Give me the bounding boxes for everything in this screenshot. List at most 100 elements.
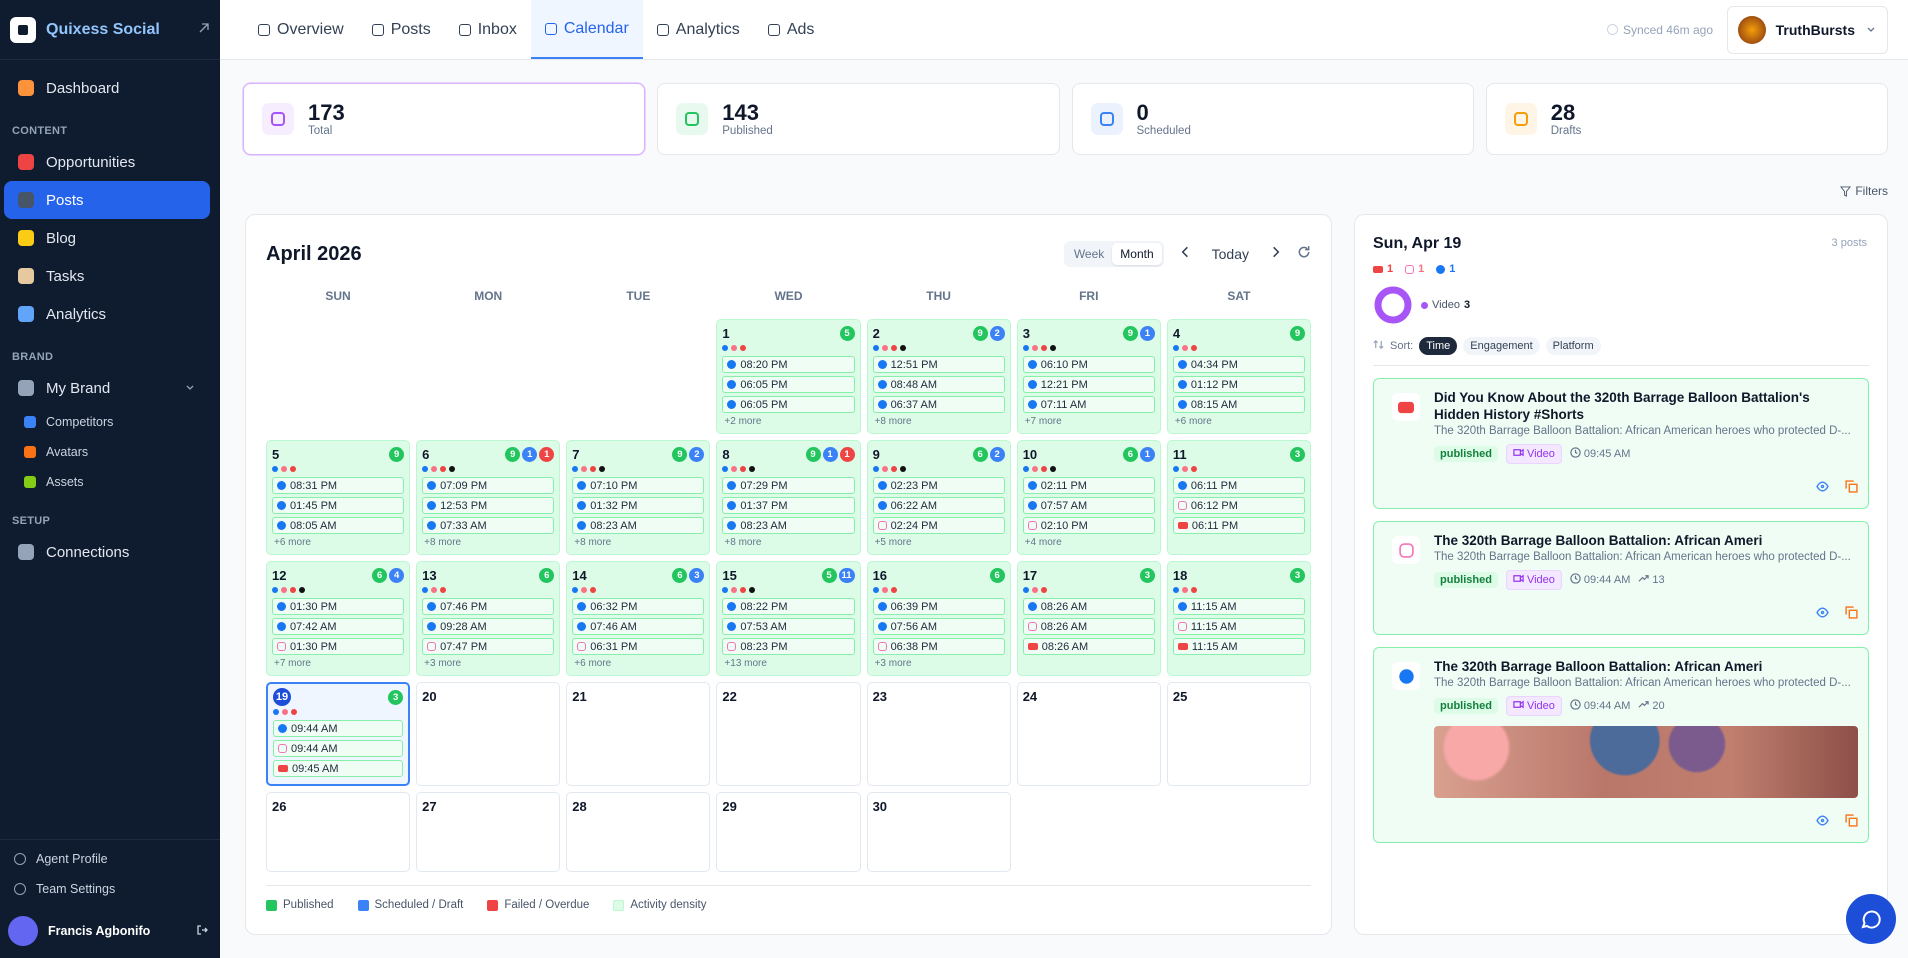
post-slot[interactable]: 02:11 PM (1022, 477, 1155, 494)
post-slot[interactable]: 06:10 PM (1022, 356, 1155, 373)
day-cell[interactable]: 18 3 11:15 AM 11:15 AM 11:15 AM (1166, 561, 1311, 676)
sort-option[interactable]: Engagement (1463, 337, 1540, 355)
collapse-icon[interactable] (198, 21, 210, 39)
today-button[interactable]: Today (1211, 246, 1249, 262)
post-slot[interactable]: 02:23 PM (872, 477, 1005, 494)
post-slot[interactable]: 12:21 PM (1022, 376, 1155, 393)
day-cell[interactable]: 23 (866, 682, 1011, 786)
post-slot[interactable]: 09:45 AM (273, 760, 404, 777)
nav-item[interactable]: My Brand (4, 369, 210, 407)
day-cell[interactable]: 1 5 08:20 PM 06:05 PM 06:05 PM +2 more (716, 319, 861, 434)
post-slot[interactable]: 07:46 AM (572, 618, 705, 635)
refresh-button[interactable] (1297, 245, 1311, 264)
post-slot[interactable]: 07:09 PM (422, 477, 555, 494)
tab[interactable]: Overview (244, 0, 358, 59)
next-button[interactable] (1269, 245, 1283, 264)
post-slot[interactable]: 01:30 PM (272, 598, 405, 615)
more-link[interactable]: +13 more (724, 658, 767, 669)
tab[interactable]: Analytics (643, 0, 754, 59)
footer-item[interactable]: Team Settings (0, 874, 220, 904)
post-slot[interactable]: 07:42 AM (272, 618, 405, 635)
nav-item[interactable]: Connections (4, 533, 210, 571)
footer-item[interactable]: Agent Profile (0, 844, 220, 874)
day-cell[interactable]: 14 6 3 06:32 PM 07:46 AM 06:31 PM +6 more (566, 561, 711, 676)
more-link[interactable]: +6 more (574, 658, 612, 669)
post-slot[interactable]: 08:20 PM (722, 356, 855, 373)
logout-icon[interactable] (196, 924, 208, 939)
post-slot[interactable]: 07:29 PM (722, 477, 855, 494)
post-slot[interactable]: 11:15 AM (1172, 638, 1305, 655)
day-cell[interactable]: 24 (1016, 682, 1161, 786)
day-cell[interactable]: 11 3 06:11 PM 06:12 PM 06:11 PM (1166, 440, 1311, 555)
view-button[interactable] (1816, 606, 1829, 624)
more-link[interactable]: +3 more (874, 658, 912, 669)
post-slot[interactable]: 06:05 PM (722, 376, 855, 393)
more-link[interactable]: +6 more (274, 537, 311, 548)
more-link[interactable]: +4 more (1024, 537, 1062, 548)
post-slot[interactable]: 08:05 AM (272, 517, 405, 534)
more-link[interactable]: +6 more (1174, 416, 1212, 427)
more-link[interactable]: +7 more (274, 658, 311, 669)
nav-item[interactable]: Posts (4, 181, 210, 219)
stat-card[interactable]: 0 Scheduled (1071, 83, 1474, 155)
post-slot[interactable]: 07:11 AM (1022, 396, 1155, 413)
post-slot[interactable]: 01:45 PM (272, 497, 405, 514)
post-slot[interactable]: 08:26 AM (1022, 638, 1155, 655)
stat-card[interactable]: 28 Drafts (1485, 83, 1888, 155)
day-cell[interactable]: 28 (566, 792, 711, 872)
tab[interactable]: Ads (754, 0, 829, 59)
post-slot[interactable]: 06:11 PM (1172, 477, 1305, 494)
post-slot[interactable]: 08:22 PM (722, 598, 855, 615)
tab[interactable]: Posts (358, 0, 445, 59)
sub-item[interactable]: Assets (0, 467, 220, 497)
view-option[interactable]: Month (1112, 243, 1162, 265)
more-link[interactable]: +8 more (574, 537, 612, 548)
view-option[interactable]: Week (1073, 247, 1105, 261)
sort-option[interactable]: Platform (1545, 337, 1601, 355)
post-slot[interactable]: 09:44 AM (273, 740, 404, 757)
post-slot[interactable]: 09:28 AM (422, 618, 555, 635)
more-link[interactable]: +8 more (874, 416, 912, 427)
day-cell[interactable]: 7 9 2 07:10 PM 01:32 PM 08:23 AM +8 more (566, 440, 711, 555)
more-link[interactable]: +7 more (1024, 416, 1062, 427)
post-slot[interactable]: 07:57 AM (1022, 497, 1155, 514)
post-slot[interactable]: 07:53 AM (722, 618, 855, 635)
copy-button[interactable] (1845, 606, 1858, 624)
day-cell[interactable]: 4 9 04:34 PM 01:12 PM 08:15 AM +6 more (1166, 319, 1311, 434)
account-switcher[interactable]: TruthBursts (1727, 5, 1888, 54)
post-slot[interactable]: 04:34 PM (1172, 356, 1305, 373)
nav-item[interactable]: Tasks (4, 257, 210, 295)
day-cell[interactable]: 20 (416, 682, 561, 786)
day-cell[interactable]: 8 9 1 1 07:29 PM 01:37 PM 08:23 AM +8 more (716, 440, 861, 555)
post-slot[interactable]: 01:30 PM (272, 638, 405, 655)
post-slot[interactable]: 07:56 AM (872, 618, 1005, 635)
copy-button[interactable] (1845, 480, 1858, 498)
view-button[interactable] (1816, 480, 1829, 498)
nav-item[interactable]: Opportunities (4, 143, 210, 181)
post-slot[interactable]: 08:48 AM (872, 376, 1005, 393)
day-cell[interactable]: 2 9 2 12:51 PM 08:48 AM 06:37 AM +8 more (866, 319, 1011, 434)
post-slot[interactable]: 08:26 AM (1022, 598, 1155, 615)
day-cell[interactable]: 27 (416, 792, 561, 872)
day-cell[interactable]: 6 9 1 1 07:09 PM 12:53 PM 07:33 AM +8 more (416, 440, 561, 555)
day-cell[interactable]: 16 6 06:39 PM 07:56 AM 06:38 PM +3 more (866, 561, 1011, 676)
post-slot[interactable]: 06:38 PM (872, 638, 1005, 655)
more-link[interactable]: +2 more (724, 416, 762, 427)
post-slot[interactable]: 02:24 PM (872, 517, 1005, 534)
post-slot[interactable]: 06:12 PM (1172, 497, 1305, 514)
tab[interactable]: Inbox (445, 0, 531, 59)
post-slot[interactable]: 08:31 PM (272, 477, 405, 494)
sort-option[interactable]: Time (1419, 337, 1458, 355)
post-slot[interactable]: 12:51 PM (872, 356, 1005, 373)
more-link[interactable]: +3 more (424, 658, 462, 669)
post-slot[interactable]: 02:10 PM (1022, 517, 1155, 534)
tab[interactable]: Calendar (530, 0, 643, 59)
more-link[interactable]: +8 more (724, 537, 762, 548)
post-slot[interactable]: 01:37 PM (722, 497, 855, 514)
post-slot[interactable]: 08:26 AM (1022, 618, 1155, 635)
post-slot[interactable]: 07:46 PM (422, 598, 555, 615)
day-cell[interactable]: 9 6 2 02:23 PM 06:22 AM 02:24 PM +5 more (866, 440, 1011, 555)
post-slot[interactable]: 07:47 PM (422, 638, 555, 655)
copy-button[interactable] (1845, 814, 1858, 832)
day-cell[interactable]: 5 9 08:31 PM 01:45 PM 08:05 AM +6 more (266, 440, 411, 555)
